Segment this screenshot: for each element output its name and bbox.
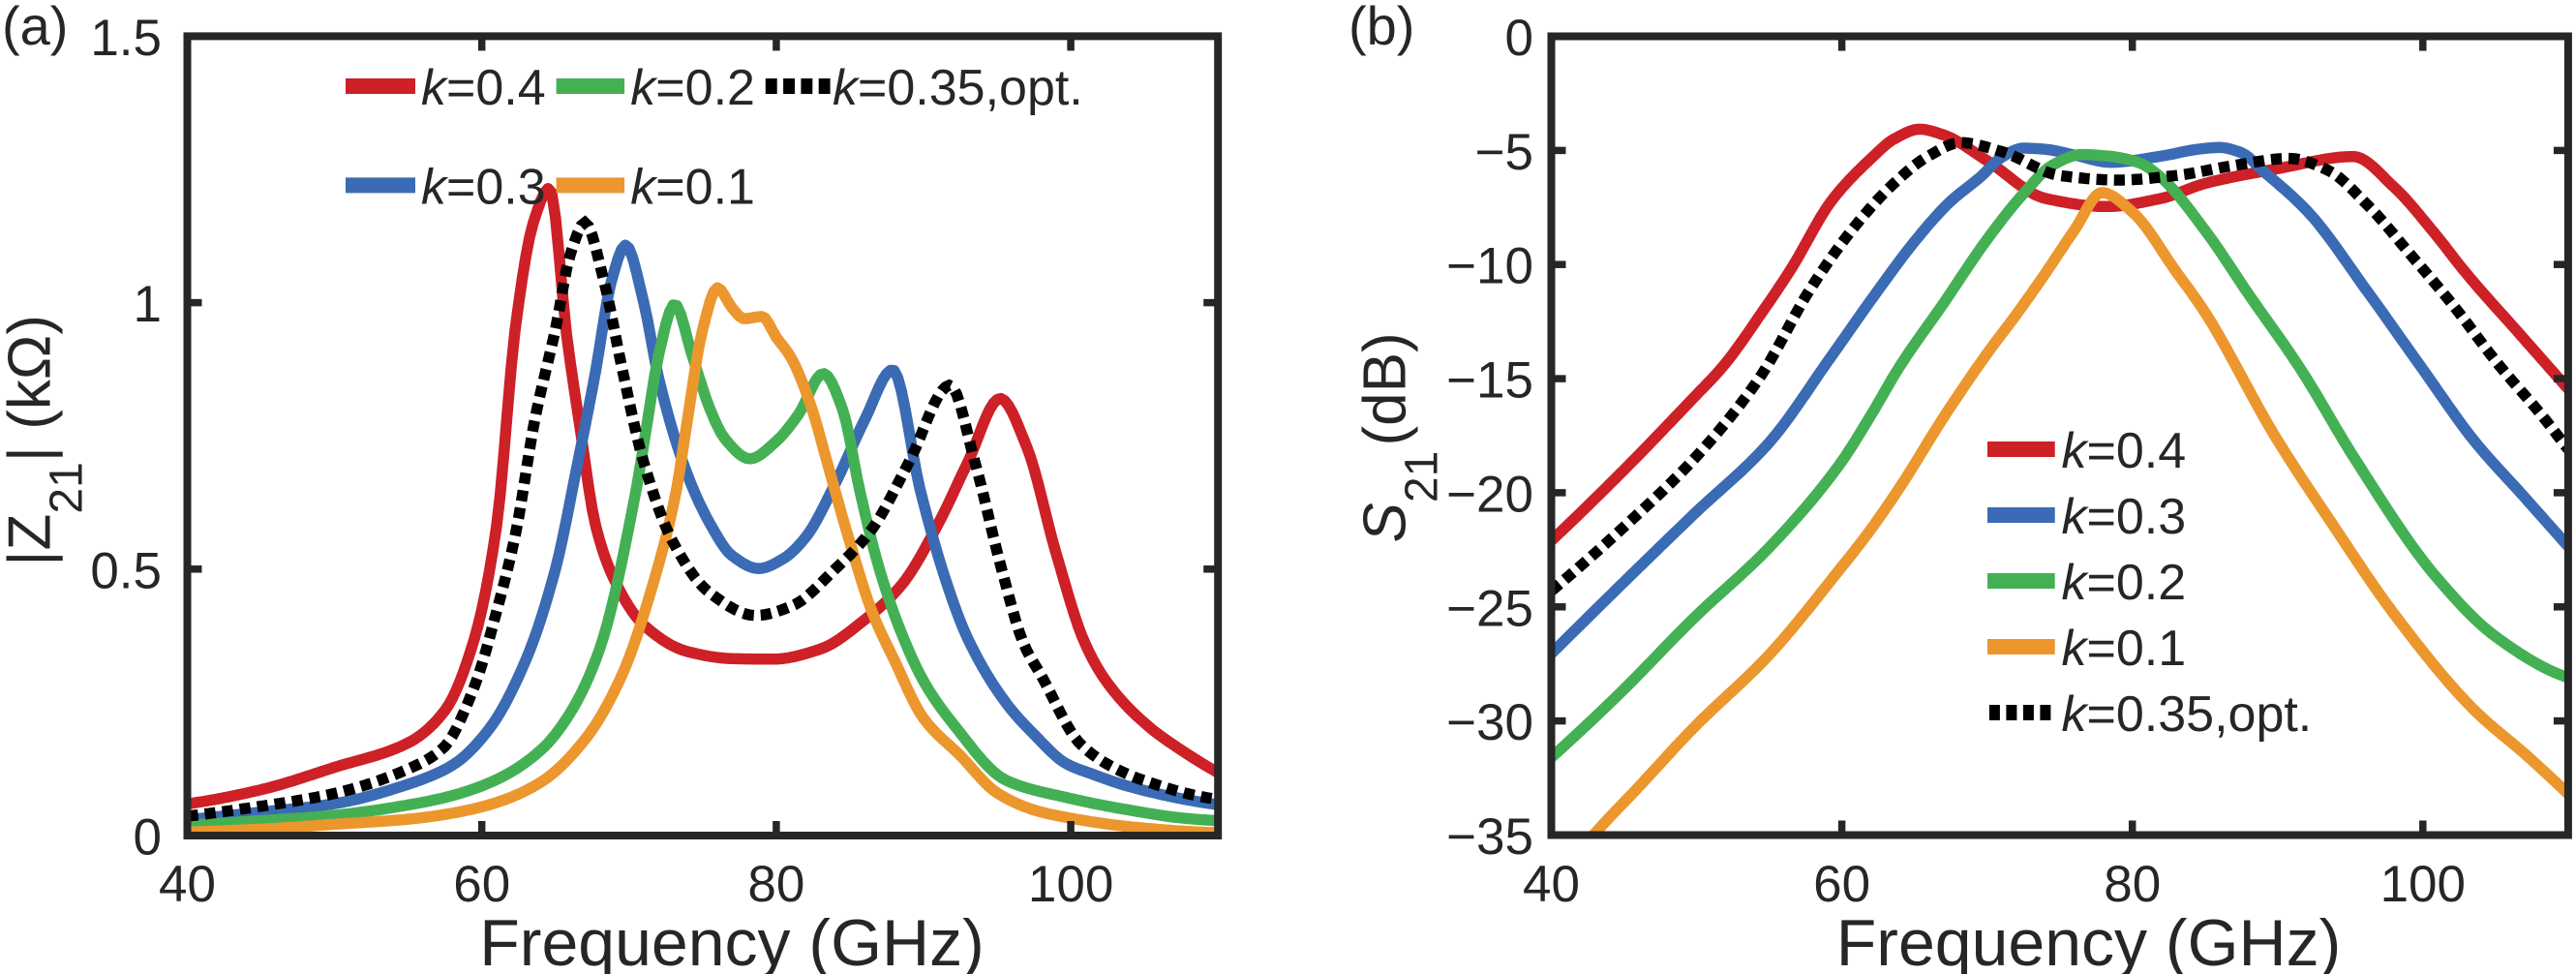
- svg-text:k=0.35,opt.: k=0.35,opt.: [833, 60, 1083, 116]
- svg-text:Frequency (GHz): Frequency (GHz): [1836, 906, 2341, 974]
- svg-text:−25: −25: [1446, 580, 1533, 637]
- svg-text:Frequency (GHz): Frequency (GHz): [479, 906, 984, 974]
- svg-text:60: 60: [1813, 856, 1870, 913]
- svg-text:| (kΩ): | (kΩ): [0, 315, 64, 462]
- svg-text:40: 40: [1523, 856, 1580, 913]
- svg-text:k=0.2: k=0.2: [630, 60, 755, 116]
- svg-text:k=0.3: k=0.3: [2062, 489, 2187, 545]
- svg-text:100: 100: [2380, 856, 2466, 913]
- svg-text:k=0.1: k=0.1: [630, 159, 755, 215]
- svg-text:k=0.35,opt.: k=0.35,opt.: [2062, 686, 2313, 743]
- svg-text:k=0.3: k=0.3: [421, 159, 546, 215]
- svg-text:−30: −30: [1446, 694, 1533, 751]
- svg-text:(dB): (dB): [1352, 332, 1419, 445]
- svg-text:−15: −15: [1446, 352, 1533, 410]
- svg-text:0: 0: [1505, 10, 1533, 67]
- svg-text:−5: −5: [1475, 124, 1533, 181]
- svg-text:k=0.4: k=0.4: [2062, 423, 2187, 479]
- svg-text:(b): (b): [1349, 0, 1414, 56]
- svg-text:0: 0: [134, 809, 162, 867]
- svg-text:|Z: |Z: [0, 514, 64, 566]
- svg-text:21: 21: [1397, 451, 1448, 502]
- svg-text:100: 100: [1028, 856, 1113, 913]
- svg-text:60: 60: [453, 856, 510, 913]
- svg-text:40: 40: [159, 856, 216, 913]
- svg-text:k=0.1: k=0.1: [2062, 621, 2187, 677]
- svg-text:k=0.4: k=0.4: [421, 60, 546, 116]
- svg-text:21: 21: [42, 462, 93, 513]
- svg-text:−35: −35: [1446, 808, 1533, 866]
- svg-text:80: 80: [2104, 856, 2161, 913]
- svg-text:−10: −10: [1446, 238, 1533, 295]
- svg-text:0.5: 0.5: [90, 542, 162, 599]
- svg-text:80: 80: [747, 856, 804, 913]
- svg-text:S: S: [1352, 502, 1419, 542]
- svg-text:−20: −20: [1446, 466, 1533, 523]
- svg-text:(a): (a): [2, 0, 68, 56]
- svg-text:1: 1: [134, 276, 162, 333]
- svg-text:1.5: 1.5: [90, 10, 162, 67]
- svg-text:k=0.2: k=0.2: [2062, 555, 2187, 611]
